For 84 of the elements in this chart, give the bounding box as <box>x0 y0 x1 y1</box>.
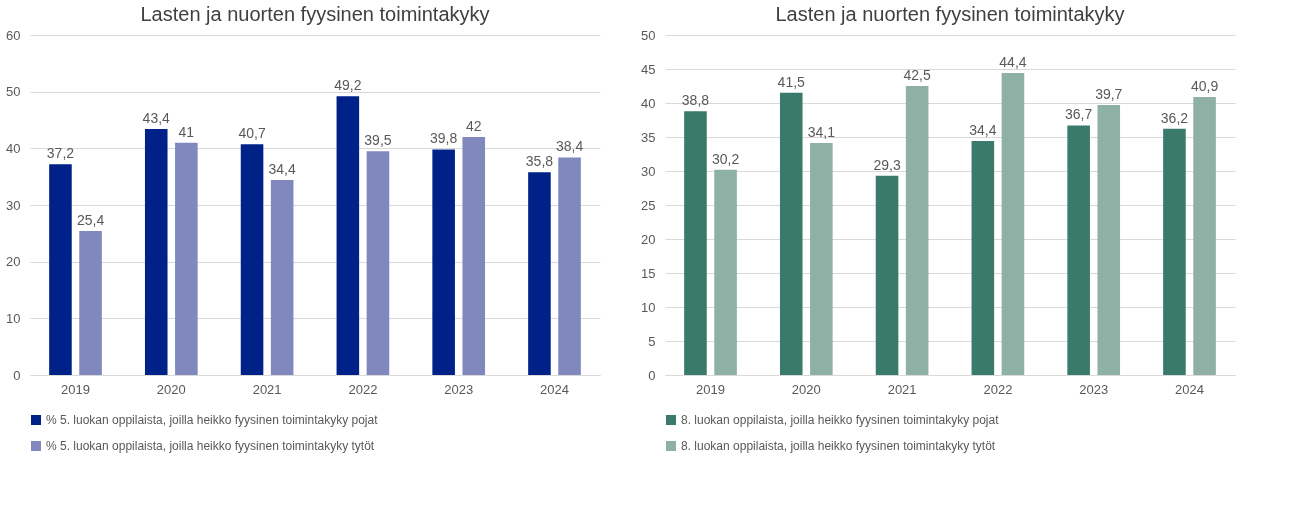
bar <box>1067 125 1090 375</box>
bar <box>240 144 264 375</box>
bar <box>558 157 581 375</box>
data-label: 38,4 <box>555 138 584 155</box>
bar <box>810 143 833 375</box>
x-tick-label: 2019 <box>696 381 725 397</box>
bar <box>779 92 803 375</box>
x-tick-label: 2022 <box>983 381 1013 397</box>
data-label: 41 <box>178 123 195 140</box>
y-tick-label: 50 <box>6 84 21 100</box>
y-tick-label: 0 <box>13 367 21 383</box>
data-label: 38,8 <box>681 92 710 109</box>
bar <box>1193 96 1216 375</box>
y-tick-label: 15 <box>641 265 656 281</box>
data-label: 25,4 <box>76 212 105 229</box>
x-tick-label: 2021 <box>252 381 282 397</box>
bar <box>1163 128 1186 375</box>
y-tick-label: 35 <box>641 129 656 145</box>
bar <box>875 175 899 375</box>
data-label: 43,4 <box>142 110 171 127</box>
bar <box>79 231 102 375</box>
bar <box>528 172 551 375</box>
y-tick-label: 10 <box>6 310 21 326</box>
data-label: 39,8 <box>430 130 458 147</box>
data-label: 49,2 <box>334 77 362 94</box>
bar <box>462 137 486 375</box>
bar <box>175 142 198 375</box>
data-label: 30,2 <box>711 150 740 167</box>
y-tick-label: 20 <box>6 254 21 270</box>
bar <box>1001 73 1025 375</box>
legend-label: 8. luokan oppilaista, joilla heikko fyysinen toimintakyky tytöt <box>681 439 996 453</box>
data-label: 39,5 <box>364 132 392 149</box>
x-tick-label: 2021 <box>887 381 917 397</box>
legend-label: % 5. luokan oppilaista, joilla heikko fyysinen toimintakyky pojat <box>46 413 379 427</box>
x-tick-label: 2024 <box>540 381 569 397</box>
y-tick-label: 20 <box>641 231 656 247</box>
data-label: 34,4 <box>969 122 997 139</box>
data-label: 35,8 <box>525 153 554 170</box>
x-tick-label: 2020 <box>791 381 821 397</box>
y-tick-label: 5 <box>648 333 656 349</box>
y-tick-label: 0 <box>648 367 656 383</box>
bar <box>270 180 294 375</box>
chart-title: Lasten ja nuorten fyysinen toimintakyky <box>140 3 490 25</box>
bar <box>432 149 455 375</box>
data-label: 42,5 <box>903 67 931 83</box>
bar <box>905 86 929 375</box>
legend-label: % 5. luokan oppilaista, joilla heikko fyysinen toimintakyky tytöt <box>46 439 375 453</box>
data-label: 40,7 <box>238 125 266 142</box>
y-tick-label: 30 <box>641 163 656 179</box>
data-label: 34,1 <box>807 124 836 141</box>
data-label: 41,5 <box>777 73 806 90</box>
data-label: 37,2 <box>46 145 75 162</box>
data-label: 39,7 <box>1095 86 1123 103</box>
bar <box>971 141 995 375</box>
bar <box>366 151 390 375</box>
legend-label: 8. luokan oppilaista, joilla heikko fyysinen toimintakyky pojat <box>681 413 1000 427</box>
data-label: 44,4 <box>999 54 1027 71</box>
x-tick-label: 2022 <box>348 381 378 397</box>
data-label: 40,9 <box>1190 77 1219 94</box>
x-tick-label: 2020 <box>156 381 186 397</box>
chart-title: Lasten ja nuorten fyysinen toimintakyky <box>775 3 1125 25</box>
y-tick-label: 50 <box>641 27 656 43</box>
y-tick-label: 60 <box>6 27 21 43</box>
data-label: 29,3 <box>873 156 901 173</box>
bar <box>684 111 707 375</box>
data-label: 36,7 <box>1065 106 1093 123</box>
data-label: 36,2 <box>1160 109 1189 126</box>
y-tick-label: 45 <box>641 61 656 77</box>
bar <box>336 96 360 375</box>
x-tick-label: 2023 <box>444 381 474 397</box>
y-tick-label: 25 <box>641 197 656 213</box>
y-tick-label: 10 <box>641 299 656 315</box>
bar <box>1097 105 1121 375</box>
x-tick-label: 2023 <box>1079 381 1109 397</box>
bar <box>714 169 737 375</box>
y-tick-label: 30 <box>6 197 21 213</box>
data-label: 42 <box>465 118 482 134</box>
data-label: 34,4 <box>268 161 296 178</box>
bar <box>144 129 168 375</box>
x-tick-label: 2019 <box>61 381 90 397</box>
x-tick-label: 2024 <box>1175 381 1204 397</box>
y-tick-label: 40 <box>6 140 21 156</box>
bar <box>49 164 72 375</box>
y-tick-label: 40 <box>641 95 656 111</box>
